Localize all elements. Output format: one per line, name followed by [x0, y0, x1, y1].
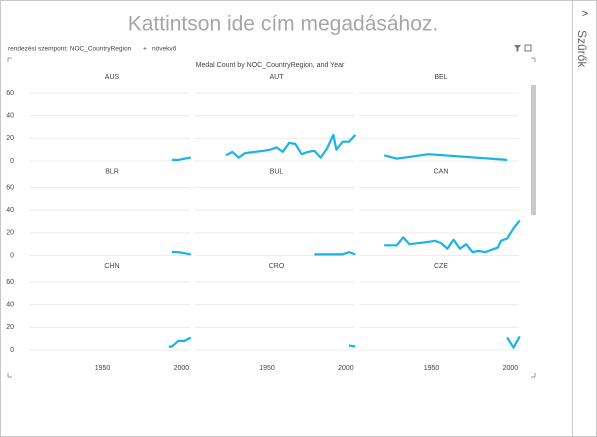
panel-title: BLR — [105, 168, 119, 175]
y-tick-label: 20 — [6, 135, 14, 142]
y-tick-label: 40 — [6, 302, 14, 309]
series-line — [171, 251, 192, 256]
series-line — [168, 336, 192, 348]
series-line — [383, 153, 508, 161]
popout-icon[interactable] — [524, 44, 532, 52]
y-tick-label: 0 — [10, 347, 14, 354]
x-tick-label: 2000 — [503, 365, 519, 372]
x-tick-label: 2000 — [338, 365, 354, 372]
series-line — [348, 344, 356, 348]
y-tick-label: 60 — [6, 90, 14, 97]
filters-label[interactable]: Szűrők — [575, 30, 589, 68]
series-line — [506, 335, 521, 349]
panel-title: CZE — [434, 263, 448, 270]
scrollbar[interactable] — [531, 85, 536, 215]
x-tick-label: 1950 — [95, 365, 111, 372]
series-line — [171, 156, 191, 161]
page-title[interactable]: Kattintson ide cím megadásához. — [128, 13, 439, 36]
panel-title: CHN — [104, 263, 119, 270]
sort-separator: + — [143, 46, 147, 53]
y-tick-label: 60 — [6, 184, 14, 191]
sort-label[interactable]: rendezési szempont: NOC_CountryRegion — [8, 46, 132, 53]
x-tick-label: 2000 — [174, 365, 190, 372]
filter-icon[interactable] — [514, 45, 521, 52]
panel-title: BUL — [270, 168, 284, 175]
frame-corners — [7, 57, 536, 378]
chart-title: Medal Count by NOC_CountryRegion, and Ye… — [196, 62, 345, 69]
panel-title: AUT — [270, 74, 285, 81]
y-tick-label: 0 — [10, 158, 14, 165]
sort-order[interactable]: növekvő — [152, 46, 177, 53]
panel-title: BEL — [434, 74, 447, 81]
panel-title: AUS — [105, 74, 120, 81]
panel-title: CAN — [434, 168, 449, 175]
series-line — [314, 251, 356, 256]
panel-title: CRO — [269, 263, 285, 270]
series-line — [384, 219, 521, 254]
expand-icon[interactable]: > — [582, 8, 588, 20]
y-tick-label: 20 — [6, 324, 14, 331]
x-tick-label: 1950 — [424, 365, 440, 372]
y-tick-label: 40 — [6, 207, 14, 214]
series-line — [225, 133, 357, 159]
y-tick-label: 60 — [6, 279, 14, 286]
y-tick-label: 0 — [10, 252, 14, 259]
x-tick-label: 1950 — [259, 365, 275, 372]
y-tick-label: 20 — [6, 230, 14, 237]
y-tick-label: 40 — [6, 113, 14, 120]
